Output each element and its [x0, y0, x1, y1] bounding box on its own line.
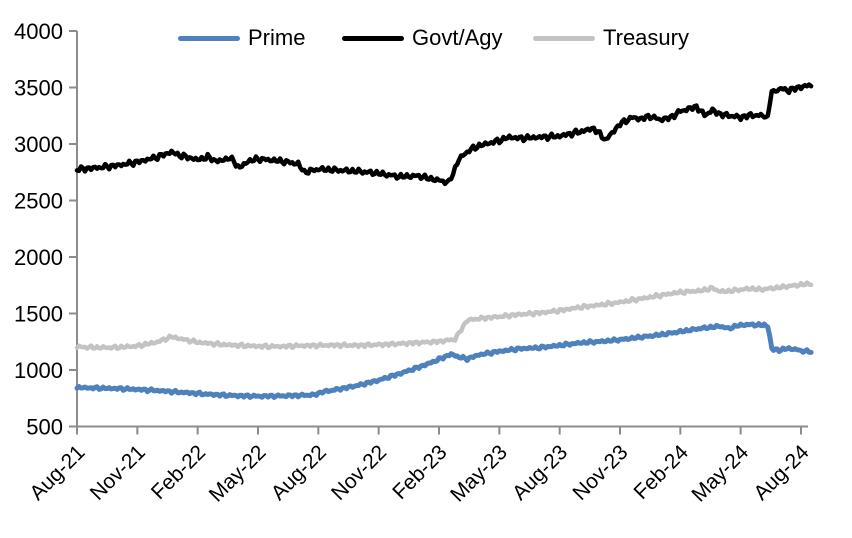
- x-tick-label: Feb-23: [388, 441, 451, 504]
- x-tick-label: Aug-23: [508, 441, 572, 505]
- x-tick-label: May-22: [205, 441, 271, 507]
- x-tick-label: Aug-22: [267, 441, 331, 505]
- y-tick-label: 2000: [14, 245, 63, 270]
- legend-item-treasury: Treasury: [533, 22, 689, 54]
- x-tick-label: Aug-21: [25, 441, 89, 505]
- y-tick-label: 3000: [14, 132, 63, 157]
- legend-swatch-prime: [178, 35, 240, 41]
- y-tick-label: 500: [26, 415, 63, 440]
- legend-label-treasury: Treasury: [603, 25, 689, 50]
- x-tick-label: Nov-23: [568, 441, 632, 505]
- x-tick-label: Nov-22: [327, 441, 391, 505]
- series-line-prime: [74, 321, 814, 400]
- x-tick-label: Aug-24: [749, 441, 813, 505]
- legend-label-govt-agy: Govt/Agy: [412, 25, 503, 50]
- series-line-treasury: [74, 280, 814, 351]
- y-tick-label: 1000: [14, 358, 63, 383]
- series-line-govt-agy: [74, 82, 814, 187]
- legend-item-prime: Prime: [178, 22, 305, 54]
- legend-item-govt-agy: Govt/Agy: [342, 22, 502, 54]
- x-tick-label: Nov-21: [86, 441, 150, 505]
- x-tick-label: Feb-22: [147, 441, 210, 504]
- y-tick-label: 1500: [14, 302, 63, 327]
- y-tick-label: 2500: [14, 189, 63, 214]
- y-tick-label: 4000: [14, 19, 63, 44]
- chart-legend: Prime Govt/Agy Treasury: [0, 22, 852, 54]
- x-tick-label: Feb-24: [630, 441, 694, 505]
- legend-swatch-govt-agy: [342, 35, 404, 41]
- legend-label-prime: Prime: [248, 25, 306, 50]
- x-tick-label: May-24: [687, 441, 753, 507]
- legend-swatch-treasury: [533, 35, 595, 41]
- y-tick-label: 3500: [14, 76, 63, 101]
- x-tick-label: May-23: [446, 441, 512, 507]
